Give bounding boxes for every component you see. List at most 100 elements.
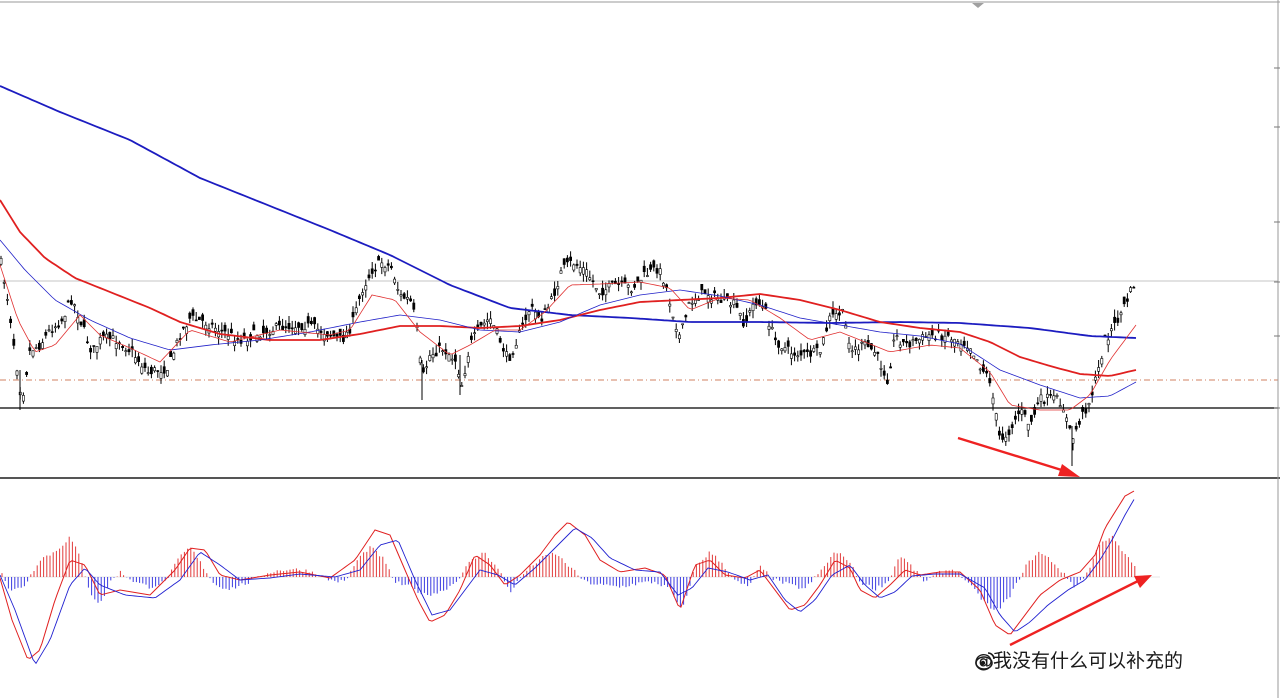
candle-body [1036,402,1040,405]
fast-red-moving-average-line [0,264,1137,411]
candle-body [901,338,905,343]
candle-body [447,354,451,362]
candle-body [453,354,457,362]
candle-body [613,280,617,285]
candle-body [473,332,477,335]
candle-body [57,325,61,328]
price-divergence-arrow [957,436,1069,474]
candle-body [15,370,19,376]
candle-body [892,339,896,342]
candle-body [386,263,390,266]
candle-body [50,331,54,333]
candle-body [37,342,41,350]
candle-body [767,325,771,330]
candle-body [527,311,531,316]
candle-body [95,346,99,353]
candle-body [805,349,809,352]
candle-body [111,335,115,339]
candle-body [997,430,1001,436]
candle-body [25,371,29,375]
candle-body [1081,406,1085,412]
candle-body [1110,328,1113,332]
candle-body [802,349,806,353]
candle-body [210,322,214,325]
candle-body [617,283,621,285]
candle-body [319,330,323,333]
candle-body [501,348,505,352]
candle-body [690,302,694,305]
candle-body [677,334,681,339]
candle-body [514,344,518,349]
candle-body [681,323,685,326]
candle-body [588,277,592,281]
candle-body [732,299,736,305]
arrow-head-icon [1134,575,1152,588]
candle-body [405,296,409,300]
candle-body [297,322,301,328]
candle-body [524,314,528,321]
candle-body [341,334,345,342]
candle-body [943,335,947,343]
candle-body [172,352,176,360]
candle-body [985,370,989,374]
candle-body [230,328,233,334]
candle-body [437,342,441,346]
candle-body [594,287,598,291]
candle-body [917,339,921,344]
candle-body [1010,424,1014,429]
candle-body [738,312,742,316]
candle-body [914,337,918,342]
candle-body [623,277,627,284]
candle-body [201,314,205,321]
candle-body [63,315,67,322]
candle-body [2,281,6,284]
candle-body [441,350,445,353]
price-panel [0,85,1278,477]
candle-body [821,337,825,345]
candle-body [367,274,371,279]
candle-body [309,320,313,325]
candle-body [146,372,150,374]
candle-body [0,257,3,265]
candle-body [1132,286,1136,289]
candle-body [191,309,195,316]
candle-body [671,316,675,319]
candle-body [764,303,768,309]
oscillator-panel [0,490,1160,665]
candle-body [972,355,976,359]
watermark-text: @我没有什么可以补充的 [974,650,1184,672]
candle-body [511,353,515,355]
candle-body [949,339,953,343]
candle-body [485,319,489,322]
candle-body [6,299,9,301]
candle-body [70,300,73,305]
candle-body [684,315,688,318]
candle-body [220,329,224,332]
candle-body [585,269,589,277]
candle-body [396,289,400,291]
candle-body [1042,401,1046,404]
candle-body [114,343,118,350]
candle-body [789,353,793,359]
candle-body [853,346,857,350]
candle-body [1116,317,1120,323]
candle-body [1058,405,1062,408]
candle-body [687,302,691,304]
candle-body [1039,394,1043,402]
candle-body [895,335,899,338]
candle-body [757,299,761,306]
candle-body [818,351,822,355]
candle-body [265,327,269,334]
candle-body [1020,409,1024,415]
candle-body [1065,417,1069,422]
candle-body [277,320,281,326]
candle-body [182,326,185,329]
candle-body [329,334,333,337]
candle-body [137,356,141,363]
candle-body [389,265,393,269]
candle-body [665,284,669,289]
candle-body [409,298,413,302]
candle-body [626,284,630,288]
